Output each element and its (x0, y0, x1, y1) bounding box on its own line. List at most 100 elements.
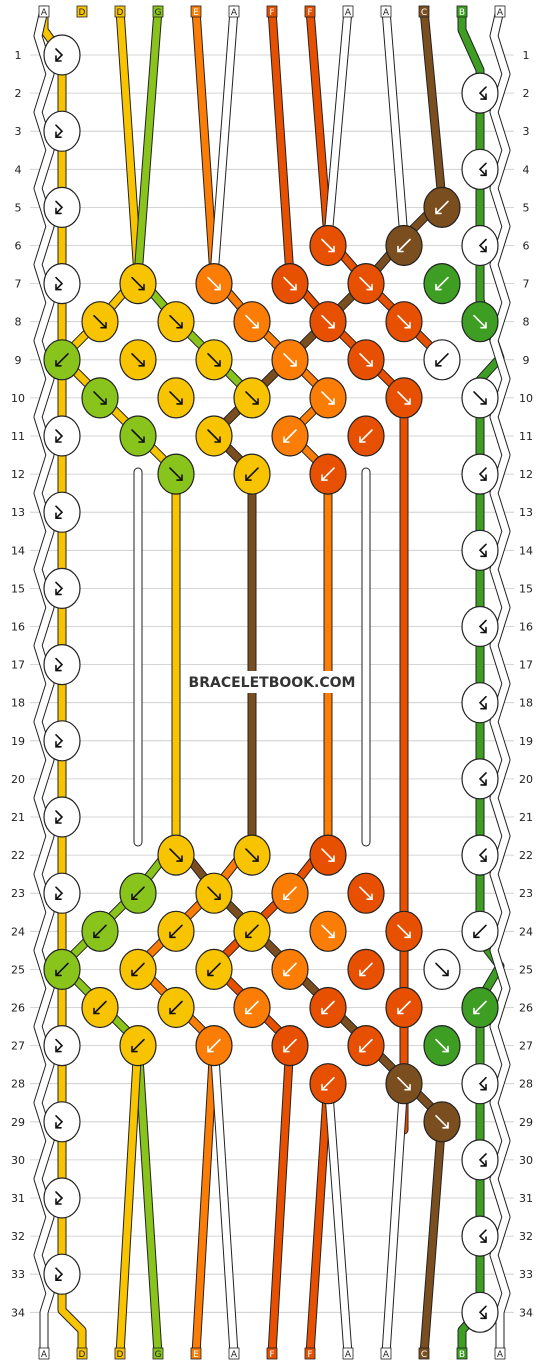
knot-arrow (169, 391, 183, 405)
knot-arrow (55, 429, 64, 443)
string-label-box (380, 5, 392, 18)
knot-arrow (131, 276, 145, 291)
knot (271, 948, 309, 991)
string-label-box (342, 1347, 354, 1360)
knot (461, 682, 499, 724)
knot-arrow (478, 848, 487, 862)
string-label: A (231, 8, 238, 18)
knot-arrow (55, 1115, 64, 1129)
knot (43, 110, 81, 152)
row-number-left: 7 (15, 278, 22, 291)
string-label-box (76, 1347, 88, 1360)
row-number-left: 24 (11, 925, 25, 938)
knot-arrow (93, 391, 107, 405)
knot (271, 263, 309, 305)
knot (81, 986, 119, 1029)
knot-arrow (55, 810, 64, 824)
knot (119, 948, 157, 991)
knot-arrow (397, 1076, 411, 1091)
knot (461, 1063, 499, 1105)
strand-outline (133, 5, 257, 847)
row-number-left: 12 (11, 468, 25, 481)
row-number-right: 34 (519, 1306, 533, 1319)
strand-F (306, 1076, 332, 1358)
knot-arrow (359, 353, 373, 367)
knot (157, 301, 195, 343)
knot (157, 377, 195, 419)
knot-arrow (283, 1038, 297, 1053)
knot-arrow (359, 962, 373, 977)
string-label: G (155, 1350, 162, 1360)
row-number-left: 6 (15, 240, 22, 253)
string-label-box (304, 5, 316, 18)
watermark: BRACELETBOOK.COM (189, 675, 356, 691)
knot-arrow (245, 467, 259, 481)
knot-arrow (169, 1000, 183, 1015)
row-number-right: 1 (523, 49, 530, 62)
row-number-right: 10 (519, 392, 533, 405)
knot (43, 872, 81, 914)
knot-arrow (359, 429, 373, 443)
knot-arrow (397, 238, 411, 253)
knot (309, 910, 347, 952)
knot-arrow (55, 276, 64, 291)
knot (81, 377, 119, 419)
knot-arrow (55, 734, 64, 748)
row-number-left: 20 (11, 773, 25, 786)
knot-arrow (473, 924, 487, 939)
knot-arrow (397, 924, 411, 939)
knot (119, 263, 157, 305)
knot-arrow (478, 1305, 487, 1320)
knot-arrow (55, 581, 64, 596)
row-number-right: 32 (519, 1230, 533, 1243)
knot-arrow (55, 1191, 64, 1205)
knot (195, 948, 233, 991)
knot (43, 720, 81, 762)
knot-arrow (478, 695, 487, 710)
knot-arrow (207, 429, 221, 443)
string-label-box (494, 5, 506, 18)
row-number-left: 33 (11, 1268, 25, 1281)
knot (461, 529, 499, 571)
string-label-box (152, 5, 164, 18)
knot-arrow (283, 276, 297, 291)
string-label: A (345, 1350, 352, 1360)
knot (461, 1291, 499, 1333)
string-label: B (459, 1350, 465, 1360)
string-label-box (38, 1347, 50, 1360)
row-number-left: 34 (11, 1306, 25, 1319)
knot-arrow (131, 962, 145, 977)
row-labels-right: 1234567891011121314151617181920212223242… (519, 49, 533, 1319)
knot-arrow (473, 1000, 487, 1015)
knot-arrow (478, 772, 487, 786)
knot-arrow (473, 391, 487, 405)
knot-arrow (93, 924, 107, 939)
row-number-right: 27 (519, 1040, 533, 1053)
knot-arrow (93, 1000, 107, 1015)
row-number-right: 12 (519, 468, 533, 481)
row-number-right: 30 (519, 1154, 533, 1167)
row-number-right: 29 (519, 1116, 533, 1129)
knot-arrow (283, 962, 297, 977)
row-number-right: 23 (519, 887, 533, 900)
knot (461, 224, 499, 267)
row-number-left: 21 (11, 811, 25, 824)
row-number-left: 14 (11, 544, 25, 557)
knot (423, 339, 461, 381)
row-number-right: 22 (519, 849, 533, 862)
knot-arrow (55, 124, 64, 138)
knot-arrow (55, 200, 64, 215)
knot-arrow (55, 505, 64, 519)
row-number-right: 16 (519, 621, 533, 634)
knot-arrow (435, 1038, 449, 1053)
knot-arrow (359, 1038, 373, 1053)
knot (309, 1063, 347, 1105)
knot-arrow (478, 1229, 487, 1243)
string-label-box (494, 1347, 506, 1360)
row-number-right: 2 (523, 87, 530, 100)
strand-C (210, 6, 446, 846)
strand-A (210, 6, 238, 280)
string-label-box (190, 5, 202, 18)
knot-arrow (478, 467, 487, 481)
